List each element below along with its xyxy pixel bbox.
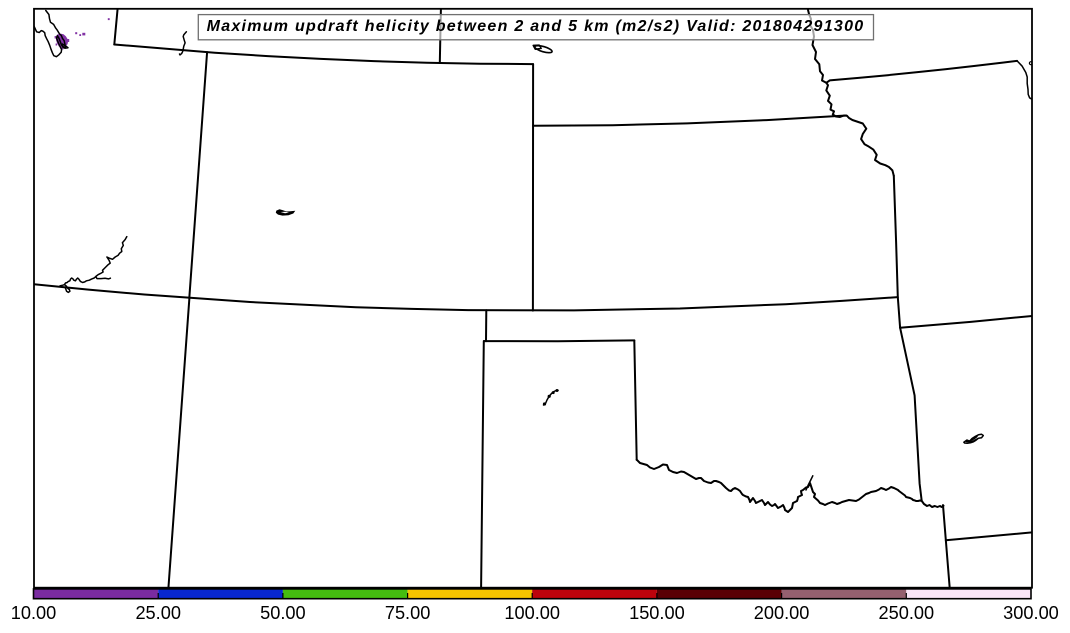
svg-text:200.00: 200.00 [754,603,810,623]
svg-text:10.00: 10.00 [11,603,57,623]
svg-text:250.00: 250.00 [878,603,934,623]
svg-text:100.00: 100.00 [504,603,560,623]
svg-text:Maximum updraft helicity betwe: Maximum updraft helicity between 2 and 5… [207,18,865,35]
svg-text:25.00: 25.00 [135,603,181,623]
svg-text:50.00: 50.00 [260,603,306,623]
svg-text:150.00: 150.00 [629,603,685,623]
svg-text:300.00: 300.00 [1003,603,1059,623]
svg-text:75.00: 75.00 [385,603,431,623]
